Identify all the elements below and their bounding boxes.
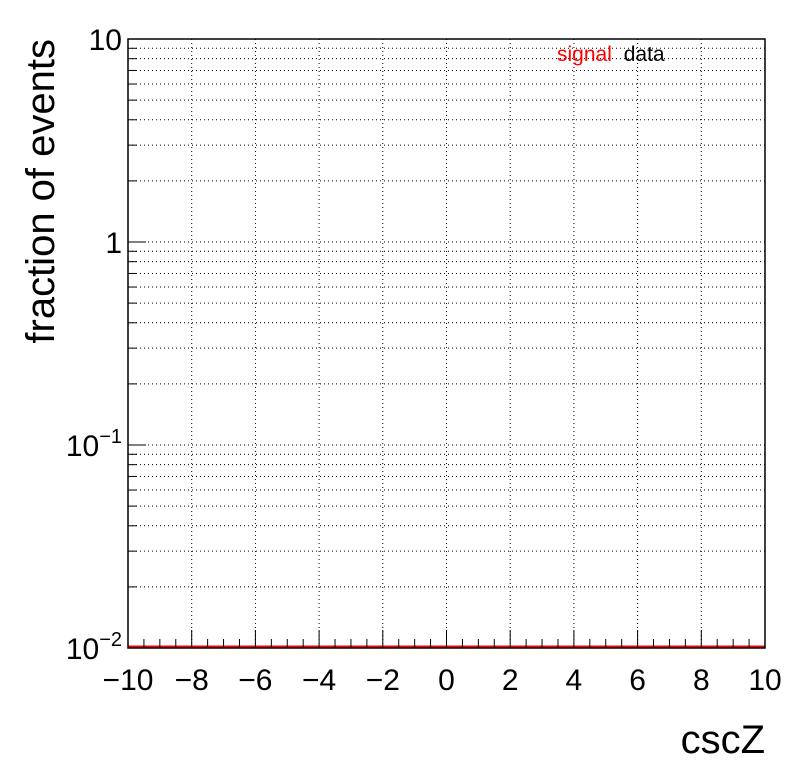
x-tick-label: −6 — [238, 664, 272, 697]
legend-entry-data: data — [624, 43, 665, 66]
x-tick-label: 6 — [629, 664, 646, 697]
y-tick-base: 10 — [89, 24, 122, 57]
legend: signal data — [557, 43, 665, 66]
ticks-layer — [127, 38, 766, 649]
x-tick-label: 10 — [748, 664, 781, 697]
y-axis-title: fraction of events — [19, 39, 63, 344]
y-tick-label: 10−1 — [66, 426, 122, 463]
x-tick-label: 4 — [566, 664, 583, 697]
y-tick-label: 10−2 — [66, 629, 122, 666]
legend-entry-signal: signal — [557, 43, 612, 66]
x-tick-label: −4 — [302, 664, 336, 697]
y-tick-exponent: −2 — [99, 629, 122, 651]
x-tick-label: −10 — [103, 664, 154, 697]
y-tick-exponent: −1 — [99, 426, 122, 448]
x-axis-title: cscZ — [681, 718, 765, 762]
x-tick-label: 0 — [438, 664, 455, 697]
y-tick-label: 1 — [105, 227, 122, 260]
x-tick-label: 8 — [693, 664, 710, 697]
y-tick-base: 10 — [66, 430, 99, 463]
y-tick-base: 1 — [105, 227, 122, 260]
grid-layer — [128, 39, 765, 648]
x-tick-label: 2 — [502, 664, 519, 697]
x-tick-label: −2 — [366, 664, 400, 697]
x-tick-label: −8 — [175, 664, 209, 697]
y-tick-base: 10 — [66, 633, 99, 666]
y-tick-label: 10 — [89, 24, 122, 57]
